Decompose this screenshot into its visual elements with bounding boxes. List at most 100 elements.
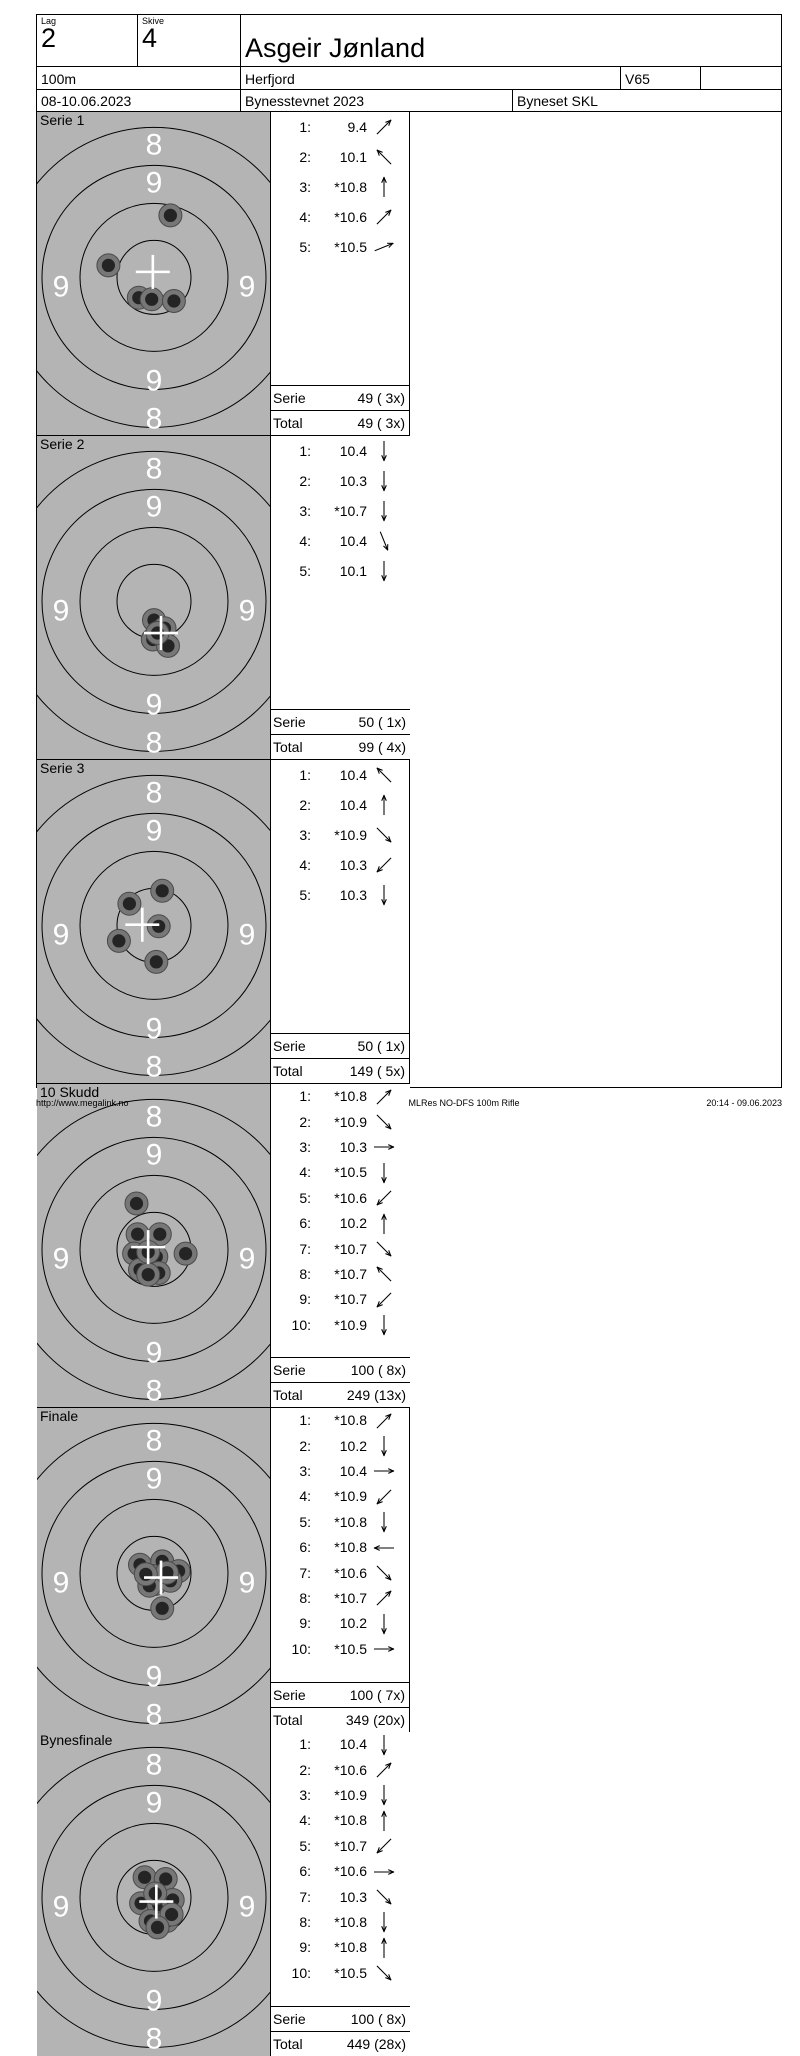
serie-label: Serie bbox=[273, 1687, 306, 1703]
shot-row: 8:*10.7 bbox=[271, 1586, 409, 1611]
shot-direction-arrow-icon bbox=[367, 1859, 401, 1885]
serie-value: 49 ( 3x) bbox=[306, 390, 405, 406]
total-label: Total bbox=[273, 1063, 303, 1079]
shot-row: 4:*10.5 bbox=[271, 1160, 410, 1185]
svg-text:9: 9 bbox=[146, 166, 163, 199]
shot-row: 10:*10.9 bbox=[271, 1313, 410, 1338]
shot-index: 8: bbox=[271, 1267, 317, 1282]
shot-index: 2: bbox=[271, 474, 317, 489]
shot-row: 6:*10.6 bbox=[271, 1859, 410, 1884]
svg-text:8: 8 bbox=[146, 1698, 163, 1731]
shot-index: 2: bbox=[271, 798, 317, 813]
shot-direction-arrow-icon bbox=[367, 1509, 401, 1535]
shot-value: *10.8 bbox=[317, 180, 367, 195]
shot-value: *10.8 bbox=[317, 1515, 367, 1530]
shot-value: 10.4 bbox=[317, 1737, 367, 1752]
shot-row: 3:*10.9 bbox=[271, 820, 409, 850]
shot-direction-arrow-icon bbox=[367, 438, 401, 464]
shot-value: 10.4 bbox=[317, 1464, 367, 1479]
shot-value: *10.9 bbox=[317, 828, 367, 843]
shot-direction-arrow-icon bbox=[367, 1909, 401, 1935]
serie-value: 50 ( 1x) bbox=[306, 714, 406, 730]
shot-row: 3:*10.9 bbox=[271, 1783, 410, 1808]
shot-direction-arrow-icon bbox=[367, 762, 401, 788]
shot-direction-arrow-icon bbox=[367, 1312, 401, 1338]
shot-row: 4:*10.9 bbox=[271, 1484, 409, 1509]
date-cell: 08-10.06.2023 bbox=[37, 90, 241, 112]
target-title: Bynesfinale bbox=[40, 1732, 112, 1748]
svg-text:8: 8 bbox=[146, 1748, 163, 1781]
lag-cell: Lag 2 bbox=[37, 15, 138, 67]
shot-direction-arrow-icon bbox=[367, 1636, 401, 1662]
shot-direction-arrow-icon bbox=[367, 1134, 401, 1160]
distance-cell: 100m bbox=[37, 67, 241, 90]
shot-value: *10.7 bbox=[317, 1839, 367, 1854]
shot-value: 10.3 bbox=[317, 858, 367, 873]
shot-value: 10.2 bbox=[317, 1439, 367, 1454]
shot-index: 2: bbox=[271, 1763, 317, 1778]
scorecard-page: Lag 2 Skive 4 Asgeir Jønland 100m Herfjo… bbox=[0, 0, 800, 1130]
shot-index: 9: bbox=[271, 1292, 317, 1307]
shot-value: 10.2 bbox=[317, 1616, 367, 1631]
shooter-name-cell: Asgeir Jønland bbox=[241, 15, 781, 67]
shot-row: 5:*10.7 bbox=[271, 1834, 410, 1859]
shot-direction-arrow-icon bbox=[367, 1109, 401, 1135]
shot-index: 9: bbox=[271, 1616, 317, 1631]
shot-value: *10.9 bbox=[317, 1318, 367, 1333]
shot-value: 10.3 bbox=[317, 1140, 367, 1155]
header-row-meta: 100m Herfjord V65 bbox=[37, 67, 781, 90]
shot-direction-arrow-icon bbox=[367, 1732, 401, 1758]
shot-index: 1: bbox=[271, 444, 317, 459]
shot-direction-arrow-icon bbox=[367, 882, 401, 908]
shot-direction-arrow-icon bbox=[367, 558, 401, 584]
scorecard-sheet: Lag 2 Skive 4 Asgeir Jønland 100m Herfjo… bbox=[36, 14, 782, 1088]
svg-text:9: 9 bbox=[53, 270, 70, 303]
shot-index: 7: bbox=[271, 1242, 317, 1257]
shot-index: 7: bbox=[271, 1566, 317, 1581]
serie-value: 50 ( 1x) bbox=[306, 1038, 405, 1054]
shot-direction-arrow-icon bbox=[367, 822, 401, 848]
event-cell: Bynesstevnet 2023 bbox=[241, 90, 513, 112]
lag-value: 2 bbox=[41, 25, 133, 52]
shot-value: *10.7 bbox=[317, 1591, 367, 1606]
shot-value: 10.4 bbox=[317, 444, 367, 459]
shot-value: *10.5 bbox=[317, 1165, 367, 1180]
target-title: Serie 3 bbox=[40, 760, 84, 776]
shot-index: 4: bbox=[271, 1165, 317, 1180]
shot-direction-arrow-icon bbox=[367, 1261, 401, 1287]
shot-row: 4:*10.6 bbox=[271, 202, 409, 232]
shot-direction-arrow-icon bbox=[367, 1757, 401, 1783]
organizer-cell: Byneset SKL bbox=[513, 90, 781, 112]
shot-index: 6: bbox=[271, 1216, 317, 1231]
shot-index: 5: bbox=[271, 1839, 317, 1854]
shot-value: *10.8 bbox=[317, 1813, 367, 1828]
total-value: 449 (28x) bbox=[303, 2036, 406, 2052]
shot-row: 10:*10.5 bbox=[271, 1961, 410, 1986]
shot-value: *10.7 bbox=[317, 1292, 367, 1307]
shot-row: 1:*10.8 bbox=[271, 1408, 409, 1433]
shot-row: 5:*10.8 bbox=[271, 1510, 409, 1535]
total-label: Total bbox=[273, 2036, 303, 2052]
shot-value: 10.3 bbox=[317, 474, 367, 489]
shot-index: 2: bbox=[271, 1439, 317, 1454]
target-title: 10 Skudd bbox=[40, 1084, 99, 1100]
svg-text:9: 9 bbox=[146, 364, 163, 397]
serie-label: Serie bbox=[273, 714, 306, 730]
header-row-event: 08-10.06.2023 Bynesstevnet 2023 Byneset … bbox=[37, 90, 781, 112]
shot-value: *10.6 bbox=[317, 1763, 367, 1778]
total-label: Total bbox=[273, 1387, 303, 1403]
svg-text:9: 9 bbox=[239, 594, 256, 627]
